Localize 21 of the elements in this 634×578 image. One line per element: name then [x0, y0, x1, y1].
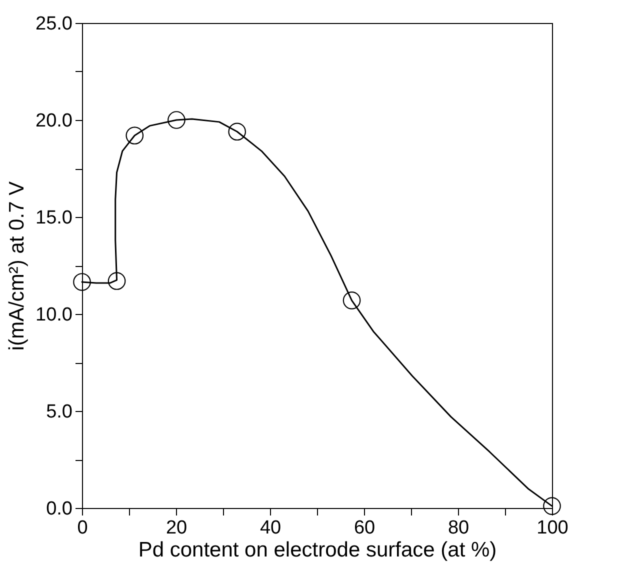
point: [108, 272, 126, 290]
y-axis-title: i(mA/cm²) at 0.7 V: [6, 181, 29, 351]
point: [228, 122, 246, 141]
x-tick-label: 20: [166, 518, 188, 538]
point: [543, 497, 561, 515]
y-tick-label: 25.0: [36, 14, 72, 34]
point: [126, 126, 144, 144]
x-tick-label: 60: [354, 518, 376, 538]
point: [73, 273, 91, 291]
x-axis-title: Pd content on electrode surface (at %): [138, 538, 497, 562]
y-tick-label: 15.0: [36, 208, 72, 228]
x-tick-label: 0: [77, 518, 88, 538]
y-tick-label: 5.0: [46, 402, 72, 422]
y-tick-label: 0.0: [46, 498, 72, 520]
point: [168, 111, 186, 129]
y-tick-label: 10.0: [36, 304, 72, 326]
x-tick-label: 80: [448, 518, 470, 538]
x-tick-label: 100: [536, 518, 568, 538]
x-tick-label: 40: [260, 518, 282, 538]
point: [342, 292, 361, 310]
y-tick-label: 20.0: [36, 110, 72, 132]
